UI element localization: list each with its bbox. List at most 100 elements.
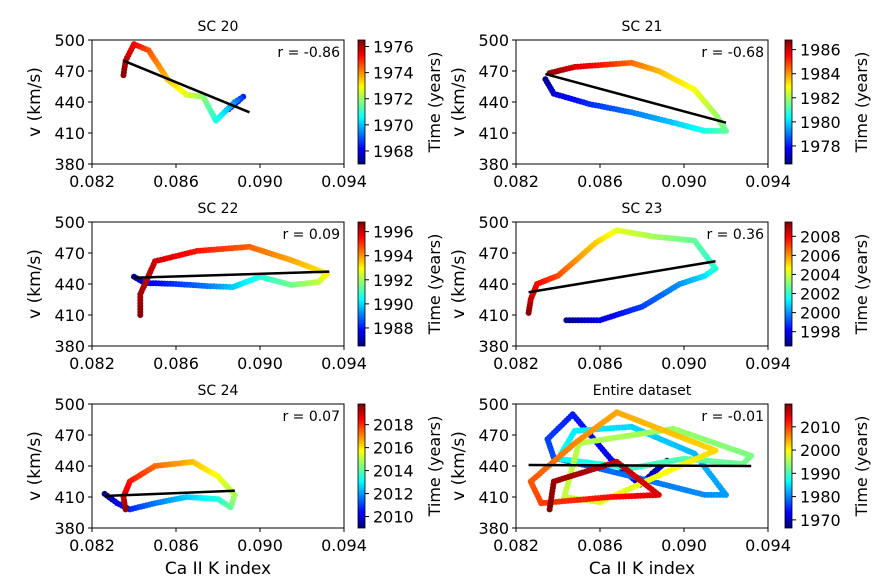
y-tick-label: 470 [54, 426, 85, 445]
y-tick-label: 440 [54, 457, 85, 476]
y-tick-label: 500 [478, 395, 509, 414]
correlation-annotation: r = -0.01 [701, 409, 764, 425]
data-point [122, 506, 129, 513]
colorbar-tick-label: 2002 [800, 285, 841, 304]
colorbar [357, 403, 366, 529]
colorbar-tick-label: 2008 [800, 227, 841, 246]
colorbar [784, 39, 793, 165]
x-tick-label: 0.090 [237, 172, 283, 191]
colorbar [784, 403, 793, 529]
data-points [527, 409, 755, 513]
colorbar-tick-label: 1986 [800, 41, 841, 60]
subplot-4: SC 23 380 410 440 470 500 0.082 0.086 0.090 0.094… [449, 201, 871, 373]
x-tick-label: 0.082 [493, 172, 539, 191]
colorbar-tick-label: 2006 [800, 246, 841, 265]
x-tick-label: 0.086 [153, 354, 199, 373]
y-tick-label: 440 [478, 93, 509, 112]
data-points [542, 59, 729, 134]
y-tick-label: 470 [478, 62, 509, 81]
y-tick-label: 410 [478, 124, 509, 143]
y-tick-label: 500 [54, 395, 85, 414]
x-tick-label: 0.094 [321, 536, 367, 555]
colorbar-tick-label: 2014 [373, 462, 414, 481]
colorbar-tick-label: 1982 [800, 89, 841, 108]
colorbar-tick-label: 1990 [800, 464, 841, 483]
y-tick-label: 410 [478, 306, 509, 325]
y-tick-label: 410 [54, 124, 85, 143]
colorbar [357, 39, 366, 165]
correlation-annotation: r = -0.86 [277, 45, 340, 61]
data-points [101, 458, 238, 513]
data-point [120, 72, 127, 79]
x-tick-label: 0.094 [321, 354, 367, 373]
colorbar-tick-label: 1972 [373, 90, 414, 109]
y-axis-label: v (km/s) [449, 67, 469, 137]
y-tick-label: 470 [54, 244, 85, 263]
y-axis-label: v (km/s) [449, 249, 469, 319]
colorbar-tick-label: 1974 [373, 64, 414, 83]
colorbar-tick-label: 2000 [800, 304, 841, 323]
colorbar-tick-label: 2010 [373, 508, 414, 527]
fit-line [545, 72, 727, 124]
y-tick-label: 380 [478, 519, 509, 538]
y-tick-label: 470 [478, 426, 509, 445]
colorbar-tick-label: 1998 [800, 323, 841, 342]
subplot-1: SC 20 380 410 440 470 500 0.082 0.086 0.090 0.094… [25, 19, 444, 191]
colorbar-tick-label: 2010 [800, 418, 841, 437]
y-tick-label: 440 [54, 275, 85, 294]
subplot-title: SC 24 [198, 383, 239, 399]
correlation-annotation: r = 0.36 [706, 227, 764, 243]
data-points [120, 41, 247, 124]
x-tick-label: 0.090 [661, 354, 707, 373]
y-tick-label: 380 [478, 155, 509, 174]
x-tick-label: 0.094 [745, 354, 791, 373]
x-tick-label: 0.082 [493, 354, 539, 373]
data-points [131, 243, 331, 318]
data-point [525, 309, 532, 316]
y-axis-label: v (km/s) [25, 431, 45, 501]
x-tick-label: 0.086 [153, 536, 199, 555]
y-tick-label: 380 [54, 337, 85, 356]
x-tick-label: 0.090 [661, 536, 707, 555]
data-points [525, 227, 719, 324]
x-axis-label: Ca II K index [165, 559, 271, 579]
y-tick-label: 470 [478, 244, 509, 263]
fit-line [528, 260, 716, 294]
x-tick-label: 0.090 [237, 354, 283, 373]
colorbar-tick-label: 1968 [373, 142, 414, 161]
fit-line [528, 463, 752, 468]
colorbar-tick-label: 1994 [373, 247, 414, 266]
fit-line [104, 489, 235, 498]
colorbar-label: Time (years) [425, 52, 444, 154]
colorbar-label: Time (years) [425, 234, 444, 336]
x-tick-label: 0.082 [69, 354, 115, 373]
y-tick-label: 500 [478, 31, 509, 50]
subplot-3: SC 22 380 410 440 470 500 0.082 0.086 0.090 0.094… [25, 201, 444, 373]
y-tick-label: 380 [478, 337, 509, 356]
x-tick-label: 0.090 [237, 536, 283, 555]
fit-line [123, 59, 250, 114]
colorbar-tick-label: 1980 [800, 113, 841, 132]
colorbar-tick-label: 1990 [373, 295, 414, 314]
colorbar-label: Time (years) [852, 234, 871, 336]
x-axis-label: Ca II K index [589, 559, 695, 579]
y-tick-label: 500 [54, 213, 85, 232]
data-point [546, 506, 553, 513]
y-tick-label: 410 [478, 488, 509, 507]
x-tick-label: 0.086 [153, 172, 199, 191]
x-tick-label: 0.090 [661, 172, 707, 191]
x-tick-label: 0.094 [321, 172, 367, 191]
y-tick-label: 440 [54, 93, 85, 112]
y-tick-label: 410 [54, 488, 85, 507]
colorbar [784, 221, 793, 347]
y-axis-label: v (km/s) [25, 249, 45, 319]
y-tick-label: 440 [478, 457, 509, 476]
colorbar-tick-label: 2012 [373, 485, 414, 504]
colorbar-tick-label: 2016 [373, 439, 414, 458]
subplot-title: SC 20 [198, 19, 239, 35]
correlation-annotation: r = -0.68 [701, 45, 764, 61]
colorbar-tick-label: 1992 [373, 271, 414, 290]
colorbar-tick-label: 1976 [373, 38, 414, 57]
x-tick-label: 0.086 [577, 354, 623, 373]
